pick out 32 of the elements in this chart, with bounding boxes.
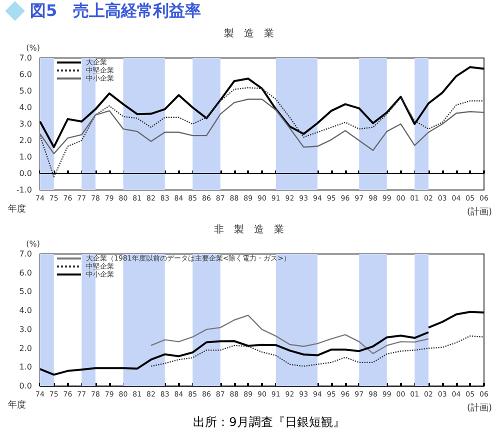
text: (計画) (466, 402, 492, 414)
y-tick-label: 7.0 (19, 250, 32, 258)
y-tick-label: 2.0 (19, 136, 32, 145)
y-axis-title: (%) (26, 240, 40, 248)
y-tick-label: 1.0 (19, 152, 32, 162)
line-series (150, 314, 430, 354)
y-tick-label: -1.0 (16, 186, 32, 194)
y-tick-label: 4.0 (19, 306, 32, 316)
y-tick-label: 2.0 (19, 344, 32, 353)
line-series (428, 310, 485, 329)
chart-title: 非 製 造 業 (214, 224, 284, 236)
y-tick-label: 6.0 (19, 268, 32, 278)
chart-subtitle: 製 造 業 (224, 28, 274, 40)
y-tick-label: 3.0 (19, 324, 32, 334)
y-tick-label: 3.0 (19, 120, 32, 128)
y-tick-label: 7.0 (19, 54, 32, 62)
text: 出所：9月調査『日銀短観』 (192, 414, 346, 431)
x-axis-title: 年度 (8, 400, 26, 410)
x-axis-title: 年度 (8, 204, 26, 214)
y-tick-label: 6.0 (19, 70, 32, 79)
y-tick-label: 0.0 (19, 382, 32, 390)
line-series (39, 98, 485, 154)
y-tick-label: 1.0 (19, 362, 32, 372)
line-series (39, 66, 485, 148)
line-series (39, 331, 430, 376)
y-tick-label: 4.0 (19, 103, 32, 112)
y-tick-label: 0.0 (19, 169, 32, 178)
y-axis-title: (%) (26, 44, 40, 52)
y-tick-label: 5.0 (19, 86, 32, 96)
y-tick-label: 5.0 (19, 287, 32, 296)
text: (計画) (466, 206, 492, 218)
chart-title: 図5 売上高経常利益率 (30, 0, 202, 22)
